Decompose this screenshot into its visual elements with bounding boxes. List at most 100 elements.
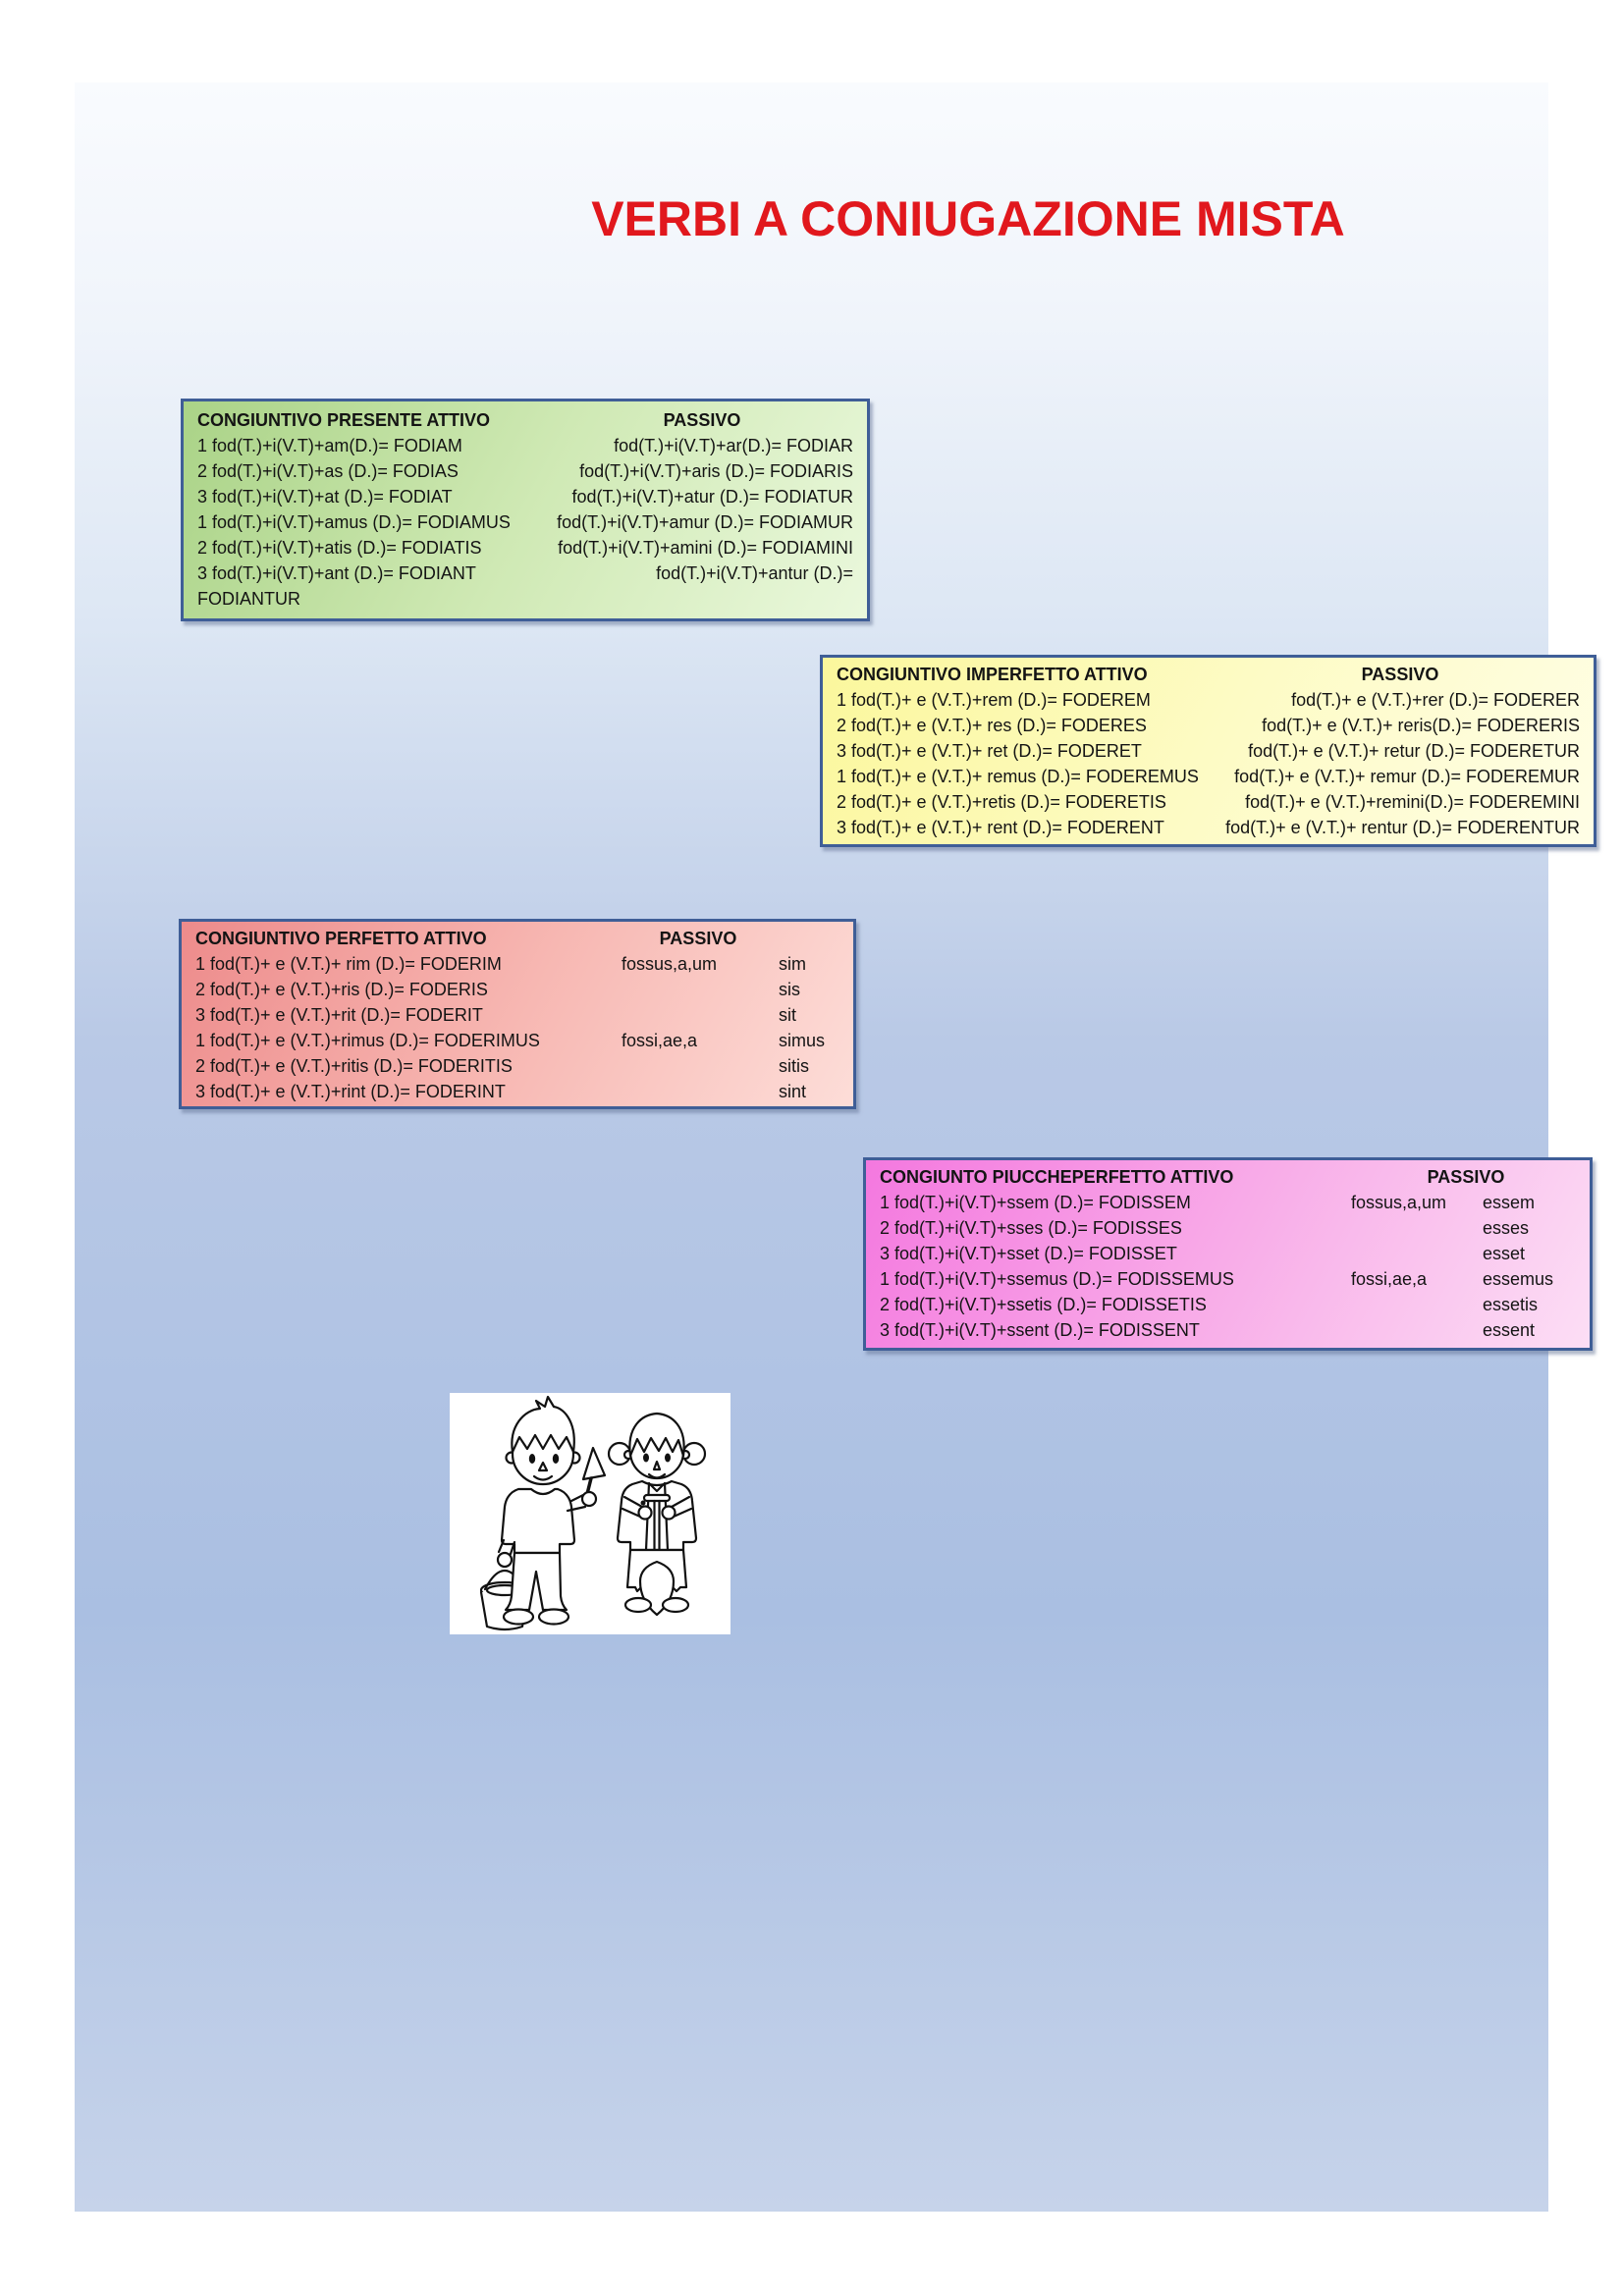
conjugation-row: 1 fod(T.)+ e (V.T.)+rem (D.)= FODEREM fo…	[837, 687, 1580, 713]
active-form: 2 fod(T.)+i(V.T)+ssetis (D.)= FODISSETIS	[880, 1295, 1207, 1314]
passive-form: fod(T.)+i(V.T)+antur (D.)=	[656, 563, 853, 583]
active-form: 3 fod(T.)+i(V.T)+ant (D.)= FODIANT	[197, 563, 476, 583]
sum-form: sis	[779, 980, 800, 999]
active-form: 1 fod(T.)+ e (V.T.)+ remus (D.)= FODEREM…	[837, 767, 1199, 786]
conjugation-row: 2 fod(T.)+ e (V.T.)+ris (D.)= FODERIS si…	[195, 977, 839, 1002]
participle-form	[622, 977, 779, 1002]
passive-form: fod(T.)+i(V.T)+amur (D.)= FODIAMUR	[557, 512, 853, 532]
box-header-row: CONGIUNTIVO IMPERFETTO ATTIVO PASSIVO	[837, 662, 1580, 687]
conjugation-row: 2 fod(T.)+i(V.T)+sses (D.)= FODISSES ess…	[880, 1215, 1576, 1241]
active-form: 1 fod(T.)+i(V.T)+am(D.)= FODIAM	[197, 436, 462, 455]
sum-form: sit	[779, 1005, 796, 1025]
participle-form: fossi,ae,a	[1351, 1269, 1428, 1289]
active-form: 1 fod(T.)+ e (V.T.)+ rim (D.)= FODERIM	[195, 954, 502, 974]
active-form: 2 fod(T.)+i(V.T)+sses (D.)= FODISSES	[880, 1218, 1182, 1238]
conjugation-row: 3 fod(T.)+i(V.T)+sset (D.)= FODISSET ess…	[880, 1241, 1576, 1266]
active-form: 3 fod(T.)+ e (V.T.)+ rent (D.)= FODERENT	[837, 818, 1164, 837]
conjugation-row: 1 fod(T.)+ e (V.T.)+ remus (D.)= FODEREM…	[837, 764, 1580, 789]
participle-form	[1351, 1241, 1483, 1266]
children-with-shovels-illustration	[479, 1395, 707, 1631]
conjugation-row: 3 fod(T.)+i(V.T)+ssent (D.)= FODISSENT e…	[880, 1317, 1576, 1343]
active-form: 2 fod(T.)+ e (V.T.)+ritis (D.)= FODERITI…	[195, 1056, 513, 1076]
conjugation-row: 2 fod(T.)+ e (V.T.)+ res (D.)= FODERES f…	[837, 713, 1580, 738]
continuation-row: FODIANTUR	[197, 586, 853, 612]
conjugation-row: 1 fod(T.)+ e (V.T.)+rimus (D.)= FODERIMU…	[195, 1028, 839, 1053]
sum-form: sitis	[779, 1056, 809, 1076]
participle-form	[1351, 1317, 1483, 1343]
passive-form: fod(T.)+ e (V.T.)+ remur (D.)= FODEREMUR	[1234, 767, 1580, 786]
box-title: CONGIUNTIVO PERFETTO ATTIVO	[195, 929, 487, 948]
participle-form: fossus,a,um	[622, 954, 718, 974]
passivo-column-label: PASSIVO	[659, 929, 737, 948]
active-form: 3 fod(T.)+i(V.T)+ssent (D.)= FODISSENT	[880, 1320, 1200, 1340]
passive-form: fod(T.)+i(V.T)+atur (D.)= FODIATUR	[571, 487, 853, 507]
conjugation-row: 1 fod(T.)+i(V.T)+ssemus (D.)= FODISSEMUS…	[880, 1266, 1576, 1292]
sum-form: esset	[1483, 1244, 1526, 1263]
active-form: 3 fod(T.)+ e (V.T.)+rit (D.)= FODERIT	[195, 1005, 483, 1025]
conjugation-row: 3 fod(T.)+i(V.T)+at (D.)= FODIAT fod(T.)…	[197, 484, 853, 509]
participle-form	[1351, 1292, 1483, 1317]
box-title: CONGIUNTO PIUCCHEPERFETTO ATTIVO	[880, 1167, 1234, 1187]
conjugation-row: 2 fod(T.)+ e (V.T.)+ritis (D.)= FODERITI…	[195, 1053, 839, 1079]
active-form: 2 fod(T.)+ e (V.T.)+ res (D.)= FODERES	[837, 716, 1147, 735]
passive-form: fod(T.)+ e (V.T.)+remini(D.)= FODEREMINI	[1245, 792, 1580, 812]
sum-form: sint	[779, 1082, 807, 1101]
conjugation-row: 3 fod(T.)+ e (V.T.)+ ret (D.)= FODERET f…	[837, 738, 1580, 764]
conjugation-row: 3 fod(T.)+ e (V.T.)+rit (D.)= FODERIT si…	[195, 1002, 839, 1028]
congiuntivo-imperfetto-box: CONGIUNTIVO IMPERFETTO ATTIVO PASSIVO 1 …	[820, 655, 1596, 847]
conjugation-row: 1 fod(T.)+i(V.T)+ssem (D.)= FODISSEM fos…	[880, 1190, 1576, 1215]
congiunto-piuccheperfetto-box: CONGIUNTO PIUCCHEPERFETTO ATTIVO PASSIVO…	[863, 1157, 1593, 1351]
conjugation-row: 1 fod(T.)+i(V.T)+am(D.)= FODIAM fod(T.)+…	[197, 433, 853, 458]
passivo-column-label: PASSIVO	[1427, 1167, 1505, 1187]
sum-form: esses	[1483, 1218, 1530, 1238]
passive-form: fod(T.)+ e (V.T.)+rer (D.)= FODERER	[1291, 690, 1580, 710]
box-header-row: CONGIUNTIVO PERFETTO ATTIVO PASSIVO	[195, 926, 839, 951]
active-form: 1 fod(T.)+i(V.T)+amus (D.)= FODIAMUS	[197, 512, 511, 532]
active-form: 2 fod(T.)+ e (V.T.)+retis (D.)= FODERETI…	[837, 792, 1166, 812]
box-header-row: CONGIUNTIVO PRESENTE ATTIVO PASSIVO	[197, 407, 853, 433]
sum-form: essetis	[1483, 1295, 1539, 1314]
passivo-column-label: PASSIVO	[1361, 665, 1439, 684]
box-title: CONGIUNTIVO IMPERFETTO ATTIVO	[837, 665, 1148, 684]
box-title: CONGIUNTIVO PRESENTE ATTIVO	[197, 410, 491, 430]
sum-form: essent	[1483, 1320, 1536, 1340]
conjugation-row: 3 fod(T.)+i(V.T)+ant (D.)= FODIANT fod(T…	[197, 561, 853, 586]
congiuntivo-presente-box: CONGIUNTIVO PRESENTE ATTIVO PASSIVO 1 fo…	[181, 399, 870, 621]
active-form: 2 fod(T.)+i(V.T)+atis (D.)= FODIATIS	[197, 538, 482, 558]
sum-form: essem	[1483, 1193, 1536, 1212]
active-form: 1 fod(T.)+i(V.T)+ssem (D.)= FODISSEM	[880, 1193, 1191, 1212]
page-title: VERBI A CONIUGAZIONE MISTA	[591, 191, 1345, 246]
participle-form	[1351, 1215, 1483, 1241]
conjugation-row: 2 fod(T.)+i(V.T)+atis (D.)= FODIATIS fod…	[197, 535, 853, 561]
conjugation-row: 2 fod(T.)+ e (V.T.)+retis (D.)= FODERETI…	[837, 789, 1580, 815]
passive-form: fod(T.)+i(V.T)+aris (D.)= FODIARIS	[579, 461, 853, 481]
participle-form	[622, 1002, 779, 1028]
active-form: 2 fod(T.)+ e (V.T.)+ris (D.)= FODERIS	[195, 980, 488, 999]
congiuntivo-perfetto-box: CONGIUNTIVO PERFETTO ATTIVO PASSIVO 1 fo…	[179, 919, 856, 1109]
active-form: 3 fod(T.)+ e (V.T.)+ ret (D.)= FODERET	[837, 741, 1142, 761]
passive-form: fod(T.)+ e (V.T.)+ reris(D.)= FODERERIS	[1262, 716, 1580, 735]
active-form: 3 fod(T.)+i(V.T)+at (D.)= FODIAT	[197, 487, 453, 507]
sum-form: simus	[779, 1031, 826, 1050]
passive-form: fod(T.)+ e (V.T.)+ retur (D.)= FODERETUR	[1248, 741, 1580, 761]
active-form: 3 fod(T.)+ e (V.T.)+rint (D.)= FODERINT	[195, 1082, 506, 1101]
page-background: VERBI A CONIUGAZIONE MISTA CONGIUNTIVO P…	[75, 82, 1596, 2212]
box-header-row: CONGIUNTO PIUCCHEPERFETTO ATTIVO PASSIVO	[880, 1164, 1576, 1190]
participle-form: fossi,ae,a	[622, 1031, 698, 1050]
sum-form: sim	[779, 954, 806, 974]
active-form: 3 fod(T.)+i(V.T)+sset (D.)= FODISSET	[880, 1244, 1177, 1263]
conjugation-row: 1 fod(T.)+ e (V.T.)+ rim (D.)= FODERIM f…	[195, 951, 839, 977]
active-form: 1 fod(T.)+i(V.T)+ssemus (D.)= FODISSEMUS	[880, 1269, 1234, 1289]
conjugation-row: 2 fod(T.)+i(V.T)+as (D.)= FODIAS fod(T.)…	[197, 458, 853, 484]
active-form: 2 fod(T.)+i(V.T)+as (D.)= FODIAS	[197, 461, 459, 481]
passive-form: fod(T.)+i(V.T)+amini (D.)= FODIAMINI	[558, 538, 853, 558]
sum-form: essemus	[1483, 1269, 1554, 1289]
passive-form-continued: FODIANTUR	[197, 589, 300, 609]
passive-form: fod(T.)+i(V.T)+ar(D.)= FODIAR	[614, 436, 853, 455]
participle-form: fossus,a,um	[1351, 1193, 1447, 1212]
active-form: 1 fod(T.)+ e (V.T.)+rimus (D.)= FODERIMU…	[195, 1031, 540, 1050]
children-illustration-plate	[450, 1393, 730, 1634]
participle-form	[622, 1079, 779, 1104]
passive-form: fod(T.)+ e (V.T.)+ rentur (D.)= FODERENT…	[1225, 818, 1580, 837]
passivo-column-label: PASSIVO	[663, 410, 741, 430]
